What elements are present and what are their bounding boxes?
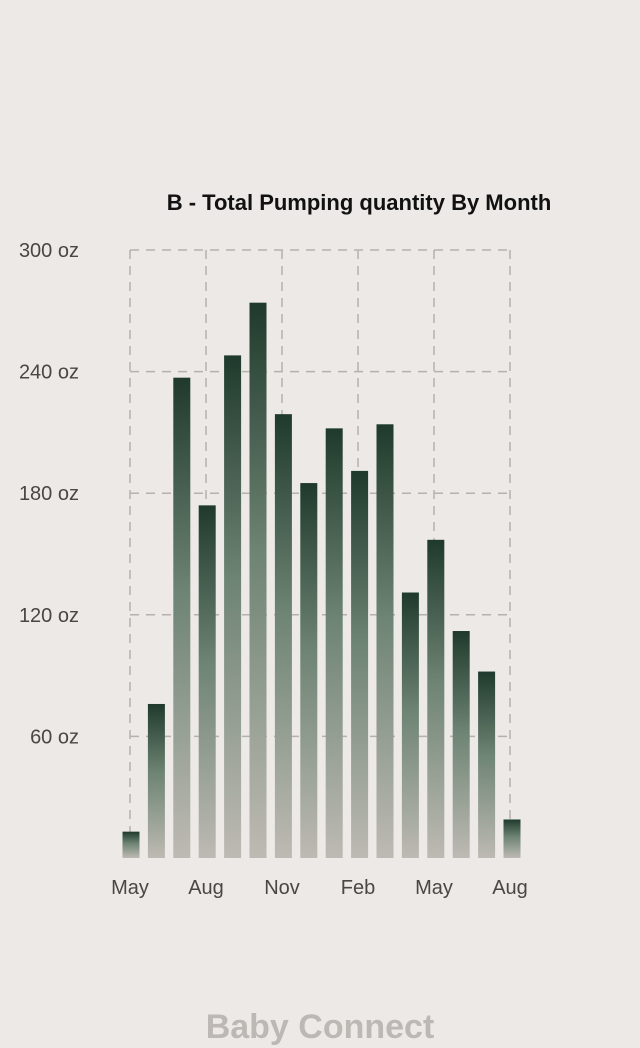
bar [503,819,521,858]
bar [376,424,394,858]
bar [249,302,267,858]
bar [224,355,242,858]
y-tick-label: 180 oz [19,483,79,505]
bar [478,671,496,858]
bar [351,470,369,858]
bar [300,483,318,858]
bar [274,414,292,858]
bar [198,505,216,858]
x-tick-label: Aug [492,877,528,899]
bars [122,302,521,858]
x-axis-labels: May Aug Nov Feb May Aug [111,877,528,899]
bar [452,631,470,858]
x-tick-label: Nov [264,877,300,899]
x-tick-label: Feb [341,877,375,899]
y-axis-labels: 60 oz 120 oz 180 oz 240 oz 300 oz [19,240,79,748]
chart-title: B - Total Pumping quantity By Month [166,190,552,215]
x-tick-label: Aug [188,877,224,899]
x-tick-label: May [415,877,453,899]
y-tick-label: 300 oz [19,240,79,262]
app-brand-footer: Baby Connect [205,1008,435,1046]
bar [427,539,445,858]
y-tick-label: 60 oz [30,726,79,748]
bar [325,428,343,858]
bar [173,377,191,858]
y-tick-label: 120 oz [19,605,79,627]
x-tick-label: May [111,877,149,899]
bar [122,831,140,858]
bar [147,703,165,858]
y-tick-label: 240 oz [19,362,79,384]
bar [401,592,419,858]
